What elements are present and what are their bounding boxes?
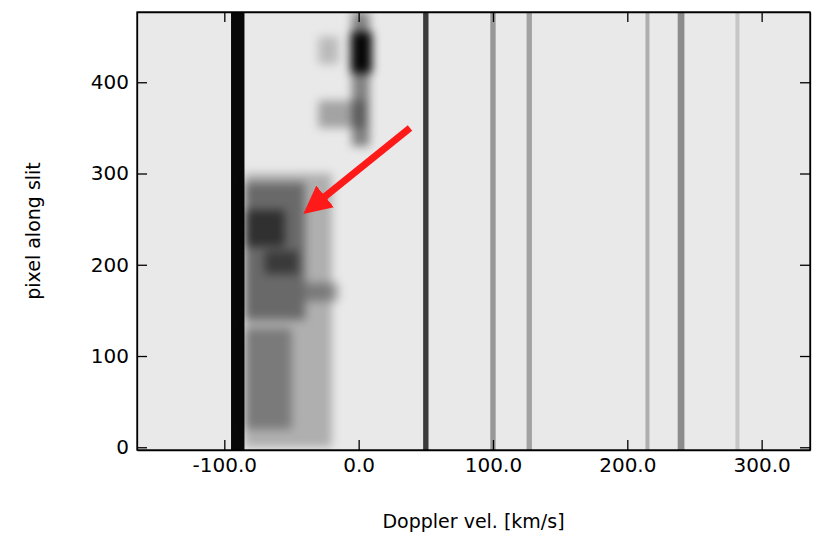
absorption-feature bbox=[305, 283, 339, 301]
tick bbox=[493, 12, 494, 22]
tick-mark bbox=[493, 12, 494, 22]
absorption-feature bbox=[244, 183, 304, 320]
tick-mark bbox=[224, 12, 225, 22]
tick: 100.0 bbox=[465, 440, 522, 477]
tick bbox=[359, 12, 360, 22]
annotation-arrow bbox=[312, 128, 410, 207]
tick-mark bbox=[800, 173, 810, 174]
spectral-line bbox=[645, 12, 649, 450]
tick: 300.0 bbox=[734, 440, 791, 477]
tick bbox=[800, 82, 810, 83]
absorption-feature bbox=[265, 251, 299, 274]
tick-mark bbox=[137, 82, 147, 83]
tick bbox=[762, 12, 763, 22]
tick bbox=[800, 265, 810, 266]
tick-label: 0.0 bbox=[343, 453, 375, 477]
x-axis-title: Doppler vel. [km/s] bbox=[382, 510, 564, 532]
tick bbox=[224, 12, 225, 22]
spectral-line bbox=[735, 12, 739, 450]
spectral-line bbox=[423, 12, 428, 450]
tick bbox=[627, 12, 628, 22]
absorption-feature bbox=[244, 210, 284, 247]
tick: 300 bbox=[91, 161, 147, 185]
tick: -100.0 bbox=[193, 440, 257, 477]
absorption-feature bbox=[318, 101, 365, 128]
marks bbox=[231, 12, 739, 450]
spectral-lines bbox=[231, 12, 739, 450]
tick: 400 bbox=[91, 70, 147, 94]
tick: 0.0 bbox=[343, 440, 375, 477]
tick: 0 bbox=[116, 435, 147, 459]
tick-mark bbox=[800, 265, 810, 266]
spectral-line bbox=[678, 12, 685, 450]
tick-mark bbox=[137, 173, 147, 174]
spectral-line bbox=[527, 12, 532, 450]
tick-mark bbox=[761, 12, 762, 22]
spectral-line bbox=[490, 12, 495, 450]
tick-label: 100.0 bbox=[465, 453, 522, 477]
spectral-line bbox=[231, 12, 244, 450]
plot-background bbox=[137, 12, 810, 450]
chart: -100.0 0.0 100.0 200.0 300.0 0 100 200 300 400 Dop… bbox=[0, 0, 835, 540]
tick-label: 200.0 bbox=[599, 453, 656, 477]
tick-mark bbox=[358, 440, 359, 450]
tick bbox=[800, 447, 810, 448]
tick-mark bbox=[358, 12, 359, 22]
x-axis: -100.0 0.0 100.0 200.0 300.0 bbox=[138, 440, 811, 477]
absorption-feature bbox=[244, 329, 291, 429]
tick-label: -100.0 bbox=[193, 453, 257, 477]
tick: 100 bbox=[91, 344, 147, 368]
tick bbox=[800, 174, 810, 175]
tick-mark bbox=[627, 440, 628, 450]
plot-frame bbox=[137, 12, 810, 450]
tick-label: 300 bbox=[91, 161, 129, 185]
tick-mark bbox=[137, 447, 147, 448]
y-axis-title: pixel along slit bbox=[22, 162, 44, 300]
tick-mark bbox=[800, 356, 810, 357]
tick-label: 400 bbox=[91, 70, 129, 94]
tick-mark bbox=[800, 82, 810, 83]
y-axis: 0 100 200 300 400 bbox=[91, 13, 147, 460]
tick: 200 bbox=[91, 253, 147, 277]
features bbox=[244, 12, 372, 447]
tick-label: 0 bbox=[116, 435, 129, 459]
absorption-feature bbox=[318, 37, 338, 64]
tick-mark bbox=[224, 440, 225, 450]
tick-label: 200 bbox=[91, 253, 129, 277]
tick-mark bbox=[137, 356, 147, 357]
tick-mark bbox=[627, 12, 628, 22]
tick-label: 100 bbox=[91, 344, 129, 368]
absorption-feature bbox=[351, 32, 372, 73]
tick-mark bbox=[761, 440, 762, 450]
tick-mark bbox=[493, 440, 494, 450]
tick-label: 300.0 bbox=[734, 453, 791, 477]
tick-mark bbox=[800, 447, 810, 448]
tick bbox=[800, 356, 810, 357]
tick: 200.0 bbox=[599, 440, 656, 477]
x-axis-top bbox=[138, 12, 811, 22]
tick-mark bbox=[137, 265, 147, 266]
y-axis-right bbox=[800, 13, 811, 451]
absorption-feature bbox=[244, 174, 331, 448]
